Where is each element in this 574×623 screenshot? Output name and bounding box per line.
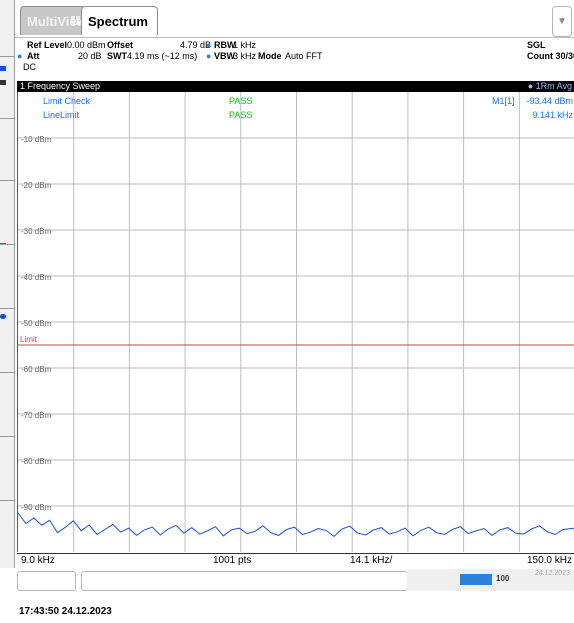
limit-line-label: Limit <box>20 335 37 344</box>
coupling: DC <box>23 62 36 72</box>
y-tick-label: -20 dBm <box>21 181 52 190</box>
left-panel-edge <box>0 0 15 568</box>
trace-line <box>18 512 574 538</box>
y-tick-label: -30 dBm <box>21 227 52 236</box>
bullet-icon: ● <box>206 40 212 50</box>
divider <box>0 436 14 437</box>
tab-bar: MultiView Spectrum ▼ <box>15 0 574 38</box>
status-field[interactable] <box>17 571 76 591</box>
divider <box>0 56 14 57</box>
trace-title: 1 Frequency Sweep <box>20 81 101 91</box>
x-axis-bar: 9.0 kHz 1001 pts 14.1 kHz/ 150.0 kHz <box>17 553 574 568</box>
y-tick-label: -40 dBm <box>21 273 52 282</box>
y-tick-label: -80 dBm <box>21 457 52 466</box>
sweep-count: Count 30/30 <box>527 51 574 61</box>
tab-label: Spectrum <box>88 14 148 29</box>
trace-detector: ● 1Rm Avg <box>527 81 572 91</box>
grid-icon <box>71 16 80 25</box>
divider <box>0 500 14 501</box>
stop-frequency: 150.0 kHz <box>526 555 572 566</box>
y-tick-label: -60 dBm <box>21 365 52 374</box>
detector-label: 1Rm Avg <box>535 81 572 91</box>
trace-title-bar: 1 Frequency Sweep ● 1Rm Avg <box>17 81 574 92</box>
ref-level-label: Ref Level <box>27 40 68 50</box>
att-value: 20 dB <box>78 51 102 61</box>
progress-label: 100 <box>496 574 510 583</box>
bullet-icon: ● <box>206 51 212 61</box>
swt-label: SWT <box>107 51 127 61</box>
spectrum-chart[interactable] <box>18 92 574 552</box>
y-tick-label: -70 dBm <box>21 411 52 420</box>
rbw-value: 1 kHz <box>233 40 257 50</box>
marker-frequency: 9.141 kHz <box>532 110 573 120</box>
progress-meter <box>460 574 492 585</box>
swt-value: 4.19 ms (~12 ms) <box>127 51 198 61</box>
chevron-down-icon: ▼ <box>557 16 567 27</box>
mode-value: Auto FFT <box>285 51 323 61</box>
tab-dropdown-button[interactable]: ▼ <box>552 6 572 37</box>
y-tick-label: -10 dBm <box>21 135 52 144</box>
status-bar: 100 24.12.2023 <box>15 568 574 592</box>
offset-label: Offset <box>107 40 134 50</box>
att-label: Att <box>27 51 40 61</box>
bullet-icon: ● <box>17 51 23 61</box>
offset-value: 4.79 dB <box>180 40 212 50</box>
screenshot-timestamp: 17:43:50 24.12.2023 <box>19 606 112 617</box>
vbw-label: VBW <box>214 51 235 61</box>
divider <box>0 118 14 119</box>
tab-multiview[interactable]: MultiView <box>20 6 87 35</box>
line-limit-label: LineLimit <box>43 110 80 120</box>
spectrum-plot[interactable]: Limit Check PASS LineLimit PASS M1[1] -9… <box>17 92 574 552</box>
divider <box>0 308 14 309</box>
message-field[interactable] <box>81 571 408 591</box>
line-limit-result: PASS <box>229 110 253 120</box>
divider <box>0 244 14 245</box>
sweep-points: 1001 pts <box>213 555 252 566</box>
limit-stub <box>0 243 6 244</box>
divider <box>0 372 14 373</box>
y-tick-label: -90 dBm <box>21 503 52 512</box>
y-tick-label: -50 dBm <box>21 319 52 328</box>
limit-check-label: Limit Check <box>43 96 91 106</box>
status-date: 24.12.2023 <box>534 570 570 577</box>
indicator-icon <box>0 314 6 319</box>
mode-label: Mode <box>258 51 282 61</box>
divider <box>0 180 14 181</box>
ref-level-value: 0.00 dBm <box>67 40 106 50</box>
sweep-mode: SGL <box>527 40 546 50</box>
vbw-value: 3 kHz <box>233 51 257 61</box>
marker-level: -93.44 dBm <box>526 96 573 106</box>
marker-label: M1[1] <box>492 96 515 106</box>
start-frequency: 9.0 kHz <box>21 555 55 566</box>
limit-check-result: PASS <box>229 96 253 106</box>
indicator-icon <box>0 80 6 85</box>
rbw-label: RBW <box>214 40 236 50</box>
tab-spectrum[interactable]: Spectrum <box>81 6 158 35</box>
span-per-division: 14.1 kHz/ <box>350 555 393 566</box>
indicator-icon <box>0 66 6 71</box>
measurement-parameters[interactable]: Ref Level 0.00 dBm Offset 4.79 dB ● RBW … <box>15 38 574 81</box>
